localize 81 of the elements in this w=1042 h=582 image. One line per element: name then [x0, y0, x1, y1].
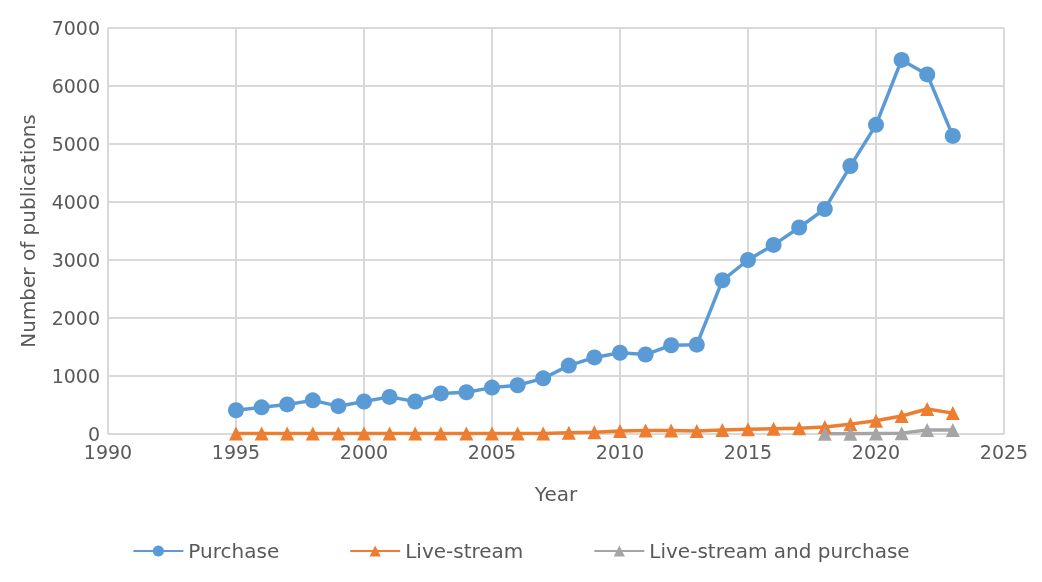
point	[945, 422, 960, 437]
point	[536, 426, 551, 441]
point	[509, 377, 526, 394]
point	[688, 336, 705, 353]
y-tick-label: 3000	[51, 249, 100, 271]
point	[868, 116, 884, 133]
point	[459, 426, 474, 441]
point	[381, 388, 398, 405]
point	[766, 421, 781, 436]
point	[458, 384, 475, 401]
point	[741, 422, 755, 437]
point	[894, 409, 909, 424]
point	[560, 357, 577, 374]
y-tick-label: 4000	[51, 191, 100, 213]
point	[357, 426, 371, 441]
point	[765, 236, 782, 253]
point	[843, 426, 858, 441]
x-tick-label: 2020	[851, 440, 901, 463]
y-tick-label: 5000	[51, 133, 100, 155]
point	[356, 393, 372, 410]
point	[842, 158, 859, 175]
x-tick-label: 2010	[595, 440, 645, 463]
point	[869, 413, 883, 428]
x-tick-label: 2025	[979, 440, 1029, 463]
point	[432, 385, 449, 402]
point	[740, 252, 756, 268]
point	[407, 393, 424, 410]
point	[535, 370, 552, 387]
y-tick-label: 7000	[51, 17, 100, 39]
point	[612, 344, 628, 361]
x-tick-label: 2015	[723, 440, 773, 463]
point	[869, 426, 883, 441]
point	[587, 425, 602, 440]
x-tick-label: 2000	[339, 440, 389, 463]
point	[331, 426, 346, 441]
y-tick-label: 2000	[51, 307, 100, 329]
point	[253, 399, 270, 416]
point	[561, 425, 576, 440]
point	[228, 402, 244, 419]
point	[229, 426, 243, 441]
point	[791, 219, 808, 236]
point	[382, 426, 397, 441]
point	[817, 426, 832, 441]
point	[433, 426, 448, 441]
point	[919, 66, 936, 83]
point	[279, 396, 296, 413]
point	[920, 422, 935, 437]
y-tick-label: 6000	[51, 75, 100, 97]
y-axis-title: Number of publications	[16, 114, 40, 348]
point	[408, 426, 423, 441]
x-tick-label: 1995	[211, 440, 261, 463]
point	[894, 426, 909, 441]
point	[638, 423, 653, 438]
point	[792, 421, 807, 436]
point	[816, 200, 833, 217]
point	[305, 426, 320, 441]
point	[663, 337, 680, 354]
legend-label: Live-stream and purchase	[649, 539, 910, 563]
point	[484, 379, 500, 396]
point	[664, 423, 679, 438]
point	[920, 402, 935, 417]
point	[510, 426, 525, 441]
point	[485, 426, 499, 441]
point	[280, 426, 295, 441]
point	[304, 392, 321, 409]
x-axis-title: Year	[533, 482, 578, 506]
point	[637, 346, 654, 363]
point	[714, 272, 731, 289]
y-tick-label: 1000	[51, 365, 100, 387]
point	[944, 127, 961, 144]
point	[330, 398, 347, 415]
legend-label: Live-stream	[405, 539, 524, 563]
x-tick-label: 2005	[467, 440, 517, 463]
point	[689, 424, 704, 439]
point	[586, 349, 603, 366]
point	[613, 424, 627, 439]
point	[715, 422, 730, 437]
point	[254, 426, 269, 441]
legend-label: Purchase	[188, 539, 280, 563]
point	[945, 406, 960, 421]
point	[893, 51, 910, 68]
